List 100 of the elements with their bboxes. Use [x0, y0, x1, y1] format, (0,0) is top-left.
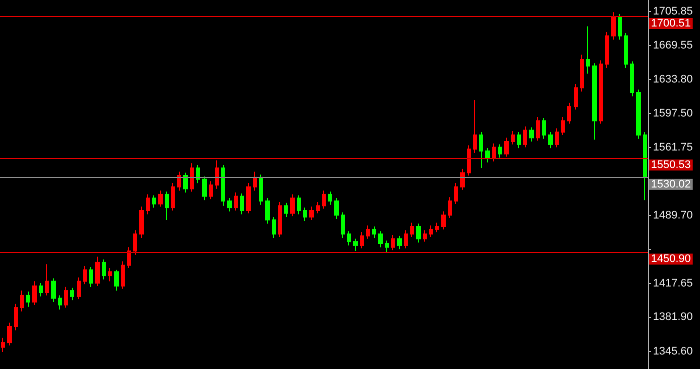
- candlestick: [479, 132, 483, 168]
- candlestick: [45, 264, 49, 296]
- candlestick: [253, 171, 257, 192]
- candlestick: [586, 26, 590, 74]
- candlestick: [77, 276, 81, 300]
- ref-line-label: 1550.53: [651, 159, 691, 172]
- candlestick: [630, 60, 634, 97]
- candlestick: [504, 137, 509, 158]
- candlestick: [322, 190, 326, 210]
- candlestick: [190, 162, 194, 192]
- candlestick: [83, 266, 87, 285]
- candlestick: [177, 171, 181, 192]
- candlestick: [561, 116, 565, 136]
- candlestick: [473, 100, 477, 154]
- candlestick: [303, 207, 307, 222]
- candlestick: [1, 337, 5, 353]
- candlestick: [423, 230, 427, 242]
- candlestick: [366, 225, 370, 240]
- candlestick: [240, 192, 244, 215]
- candlestick: [517, 132, 521, 149]
- candlestick: [32, 280, 37, 306]
- y-tick-label: 1669.55: [653, 40, 693, 52]
- candlestick: [133, 230, 137, 256]
- candlestick: [360, 232, 364, 249]
- candlestick: [39, 282, 43, 297]
- candlestick: [378, 230, 383, 248]
- candlestick: [309, 206, 314, 220]
- candlestick: [26, 291, 30, 308]
- candlestick: [108, 268, 112, 282]
- candlestick: [454, 182, 458, 204]
- candlestick: [448, 196, 452, 219]
- candlestick: [58, 294, 62, 310]
- candlestick: [372, 226, 376, 238]
- y-tick-label: 1597.50: [653, 108, 693, 120]
- candlestick: [227, 198, 232, 212]
- candlestick: [7, 322, 12, 346]
- candlestick: [643, 132, 647, 201]
- y-tick-label: 1561.75: [653, 141, 693, 154]
- candlestick: [460, 168, 465, 190]
- candlestick: [429, 225, 433, 238]
- candlestick: [536, 116, 540, 142]
- candlestick: [89, 266, 93, 288]
- candlestick: [121, 260, 125, 290]
- candlestick: [259, 174, 263, 206]
- candlestick: [353, 238, 358, 252]
- candlestick: [102, 259, 106, 280]
- candlestick: [567, 102, 571, 124]
- candlestick: [636, 89, 641, 140]
- candlestick: [209, 180, 213, 200]
- candlestick: [272, 216, 276, 238]
- candlestick: [95, 256, 100, 286]
- candlestick: [20, 290, 24, 312]
- y-tick-label: 1705.85: [653, 5, 693, 18]
- candlestick: [391, 234, 395, 251]
- candlestick: [397, 235, 402, 250]
- candlestick: [618, 14, 622, 40]
- candlestick: [158, 190, 163, 208]
- candlestick: [265, 198, 270, 224]
- candlestick: [196, 164, 200, 184]
- candlestick: [334, 198, 339, 220]
- candlestick: [385, 240, 389, 254]
- candlestick: [511, 130, 515, 145]
- candlestick: [234, 192, 238, 211]
- candlestick: [14, 303, 18, 331]
- candlestick: [284, 202, 288, 218]
- candlestick: [70, 287, 74, 301]
- y-tick-label: 1489.70: [653, 209, 693, 222]
- candlestick: [165, 191, 169, 220]
- candlestick: [555, 128, 559, 148]
- candlestick: [492, 142, 496, 162]
- candlestick: [410, 222, 414, 238]
- candlestick: [542, 117, 546, 140]
- candlestick: [139, 206, 144, 238]
- candlestick: [467, 144, 471, 176]
- candlestick: [404, 230, 408, 249]
- candlestick: [435, 222, 439, 233]
- candlestick: [624, 32, 628, 68]
- candlestick: [574, 83, 578, 110]
- candlestick: [592, 62, 597, 140]
- candlestick: [152, 194, 156, 208]
- candlestick: [64, 286, 68, 308]
- candlestick: [498, 144, 502, 158]
- candlestick: [548, 132, 553, 149]
- candlestick: [599, 60, 603, 124]
- ref-line-label: 1450.90: [651, 253, 691, 266]
- candlestick: [171, 182, 175, 211]
- candlestick: [221, 164, 225, 206]
- candlestick: [127, 246, 131, 269]
- candlestick: [485, 148, 490, 163]
- candlestick: [523, 126, 527, 148]
- candlestick: [611, 12, 616, 40]
- candlestick: [529, 126, 534, 142]
- y-tick-label: 1417.65: [653, 277, 693, 290]
- candlestick: [114, 269, 119, 292]
- y-tick-label: 1633.80: [653, 73, 693, 86]
- y-tick-label: 1381.90: [653, 311, 693, 324]
- candlestick: [290, 194, 295, 217]
- candlestick: [202, 176, 207, 201]
- candlestick: [297, 194, 301, 215]
- candlestick: [146, 194, 150, 215]
